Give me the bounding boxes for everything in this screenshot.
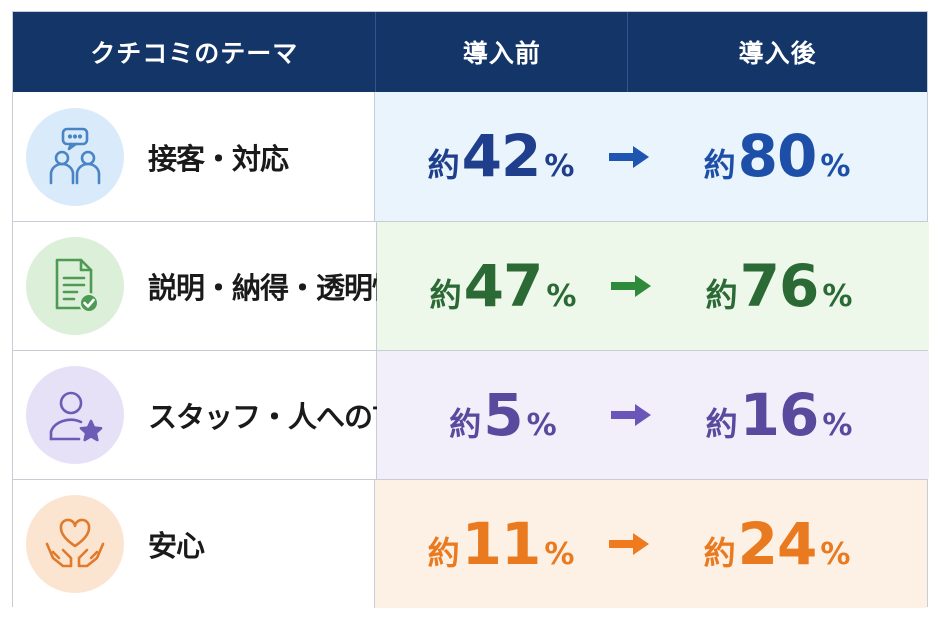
table-row: 接客・対応 約 42 % 約 80 % xyxy=(13,92,927,221)
percent-unit: % xyxy=(820,149,851,184)
before-number: 47 xyxy=(463,251,544,320)
theme-cell: スタッフ・人への言及 xyxy=(13,351,429,479)
values-cell: 約 11 % 約 24 % xyxy=(375,480,927,608)
table-header: クチコミのテーマ 導入前 導入後 xyxy=(13,12,927,92)
before-number: 11 xyxy=(461,509,542,578)
approx-prefix: 約 xyxy=(427,533,460,572)
percent-unit: % xyxy=(820,536,851,572)
person-star-icon xyxy=(26,366,124,464)
before-value: 約 42 % xyxy=(375,127,627,186)
right-arrow-icon xyxy=(609,145,649,168)
comparison-table: クチコミのテーマ 導入前 導入後 接客・対応 約 42 % xyxy=(12,11,929,608)
percent-unit: % xyxy=(526,407,557,443)
document-check-icon xyxy=(26,237,124,335)
header-theme: クチコミのテーマ xyxy=(90,39,299,68)
before-value: 約 5 % xyxy=(377,386,629,445)
theme-label: 説明・納得・透明性 xyxy=(148,271,401,305)
before-value: 約 11 % xyxy=(375,515,627,574)
table-row: 安心 約 11 % 約 24 % xyxy=(13,479,927,608)
before-number: 5 xyxy=(483,380,523,449)
approx-prefix: 約 xyxy=(703,533,736,572)
theme-label: 接客・対応 xyxy=(148,141,289,176)
percent-unit: % xyxy=(822,278,853,314)
theme-cell: 安心 xyxy=(13,480,375,608)
percent-unit: % xyxy=(546,278,577,314)
theme-cell: 説明・納得・透明性 xyxy=(13,222,401,350)
approx-prefix: 約 xyxy=(705,404,738,443)
header-after: 導入後 xyxy=(627,12,927,92)
after-value: 約 80 % xyxy=(627,127,927,186)
theme-cell: 接客・対応 xyxy=(13,92,375,221)
percent-unit: % xyxy=(544,149,575,184)
table-row: 説明・納得・透明性 約 47 % 約 76 % xyxy=(13,221,929,350)
table-row: スタッフ・人への言及 約 5 % 約 16 % xyxy=(13,350,929,479)
right-arrow-icon xyxy=(609,533,649,555)
after-value: 約 76 % xyxy=(629,257,929,316)
table-body: 接客・対応 約 42 % 約 80 % xyxy=(13,92,929,608)
percent-unit: % xyxy=(544,536,575,572)
after-number: 16 xyxy=(739,380,820,449)
before-value: 約 47 % xyxy=(377,257,629,316)
people-chat-icon xyxy=(26,107,124,206)
after-value: 約 16 % xyxy=(629,386,929,445)
values-cell: 約 42 % 約 80 % xyxy=(375,92,927,221)
values-cell: 約 47 % 約 76 % xyxy=(377,222,929,350)
before-number: 42 xyxy=(461,122,542,190)
heart-hands-icon xyxy=(26,495,124,593)
right-arrow-icon xyxy=(611,275,651,297)
approx-prefix: 約 xyxy=(703,146,736,184)
after-number: 24 xyxy=(737,509,818,578)
approx-prefix: 約 xyxy=(449,404,482,443)
values-cell: 約 5 % 約 16 % xyxy=(377,351,929,479)
header-before: 導入前 xyxy=(375,12,627,92)
theme-label: 安心 xyxy=(148,529,205,563)
after-number: 80 xyxy=(737,122,818,190)
after-value: 約 24 % xyxy=(627,515,927,574)
approx-prefix: 約 xyxy=(427,146,460,184)
approx-prefix: 約 xyxy=(705,275,738,314)
after-number: 76 xyxy=(739,251,820,320)
percent-unit: % xyxy=(822,407,853,443)
right-arrow-icon xyxy=(611,404,651,426)
approx-prefix: 約 xyxy=(429,275,462,314)
